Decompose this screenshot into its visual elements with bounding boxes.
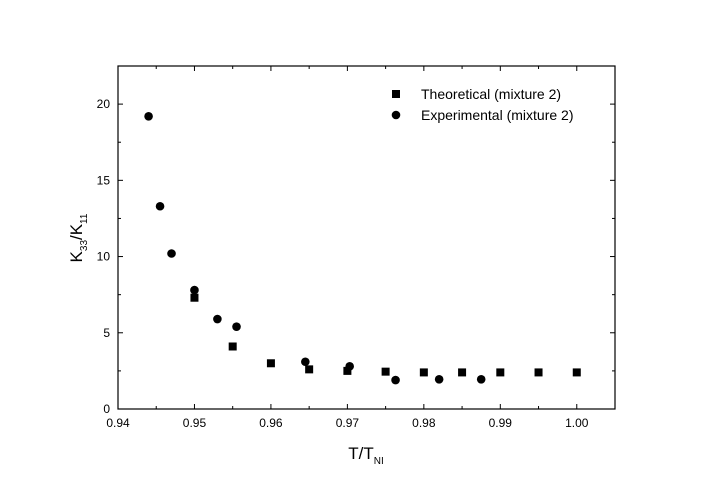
legend-marker-experimental [391,110,401,120]
experimental-point [144,112,153,121]
theoretical-point [496,368,505,377]
experimental-point [232,322,241,331]
y-axis-title-main-2: /K [67,223,86,240]
theoretical-point [190,293,199,302]
x-tick-label: 0.95 [183,416,207,430]
y-axis: 0 5 10 15 20 [97,97,615,416]
legend-marker-theoretical [392,90,400,98]
x-axis-title-main: T/T [348,444,374,463]
plot-area [117,65,616,410]
y-tick-label: 15 [97,173,111,187]
experimental-point [434,374,444,384]
y-tick-label: 0 [103,402,110,416]
x-tick-label: 1.00 [565,416,589,430]
x-tick-label: 0.98 [412,416,436,430]
experimental-point [155,201,165,211]
theoretical-point [419,368,428,377]
theoretical-point [534,368,543,377]
experimental-point [391,375,400,385]
legend: Theoretical (mixture 2) Experimental (mi… [391,86,574,123]
theoretical-point [228,342,237,351]
plot-frame [117,65,616,410]
experimental-point [167,249,176,258]
theoretical-point [343,366,352,375]
y-tick-label: 20 [97,97,111,111]
y-tick-label: 5 [103,326,110,340]
y-axis-title-sub-2: 11 [79,213,90,224]
theoretical-point [266,359,275,368]
x-tick-label: 0.97 [336,416,360,430]
legend-label-theoretical: Theoretical (mixture 2) [421,86,561,102]
experimental-point [345,362,354,371]
experimental-point [190,285,199,295]
experimental-point [213,314,222,324]
y-axis-title-sub-1: 33 [79,240,90,252]
y-tick-label: 10 [97,250,111,264]
experimental-point [476,374,486,384]
x-tick-label: 0.94 [106,416,130,430]
experimental-point [301,357,310,367]
y-axis-title: K33/K11 [67,213,90,262]
legend-label-experimental: Experimental (mixture 2) [421,107,574,123]
theoretical-point [458,368,467,377]
x-axis-title: T/TNI [348,444,384,467]
theoretical-point [572,368,581,377]
theoretical-point [305,365,314,374]
x-axis-title-sub: NI [374,456,384,467]
data-marks [144,112,581,385]
x-tick-label: 0.96 [259,416,283,430]
x-axis: 0.94 0.95 0.96 0.97 0.98 0.99 1.00 [106,66,589,430]
x-tick-label: 0.99 [489,416,513,430]
theoretical-point [381,367,390,376]
y-axis-title-main-1: K [67,250,86,262]
